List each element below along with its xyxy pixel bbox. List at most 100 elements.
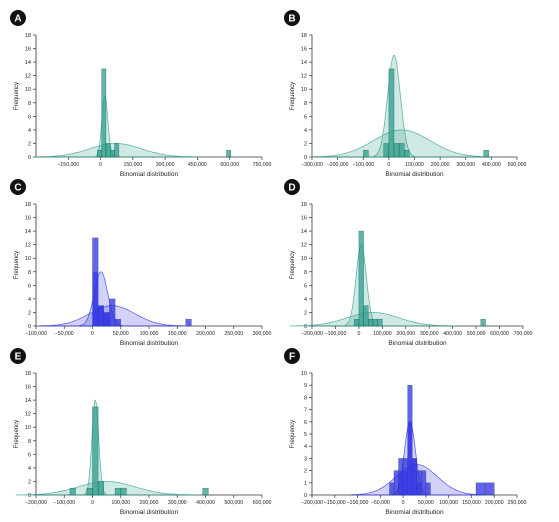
histogram-bar <box>97 481 105 496</box>
x-tick-label: −200,000 <box>301 331 323 337</box>
histogram-bar <box>475 482 486 496</box>
y-axis-label: Frequency <box>290 82 296 110</box>
histogram-bar <box>393 143 400 158</box>
y-tick-label: 5 <box>304 432 307 438</box>
x-tick-label: 0 <box>357 331 360 337</box>
x-tick-label: −100,000 <box>352 162 374 168</box>
panel-letter-badge: A <box>10 10 26 26</box>
x-tick-label: −50,000 <box>55 331 74 337</box>
y-tick-label: 8 <box>28 101 31 107</box>
histogram-bar <box>202 487 209 496</box>
x-tick-label: 100,000 <box>111 500 130 506</box>
y-tick-label: 10 <box>301 87 307 93</box>
x-tick-label: −100,000 <box>325 331 347 337</box>
y-tick-label: 8 <box>28 439 31 445</box>
histogram-bar <box>92 406 99 496</box>
histogram-bar <box>388 68 395 158</box>
x-tick-label: −150,000 <box>324 500 346 506</box>
x-tick-label: 700,000 <box>514 331 533 337</box>
histogram-bar <box>97 149 102 158</box>
x-tick-label: −100,000 <box>25 331 47 337</box>
y-tick-label: 0 <box>28 493 31 499</box>
panel-letter: D <box>288 183 295 194</box>
y-tick-label: 2 <box>28 310 31 316</box>
badge-circle <box>284 10 300 26</box>
y-tick-label: 0 <box>304 155 307 161</box>
histogram-bar <box>421 470 427 496</box>
x-tick-label: 250,000 <box>224 331 243 337</box>
panel-e: E 0 2 4 6 8 10 12 14 16 18 −200,000 −100,000 0 100,000… <box>10 348 271 516</box>
x-tick-label: 150,000 <box>168 331 187 337</box>
overlay-bar <box>403 470 408 495</box>
x-tick-label: 200,000 <box>140 500 159 506</box>
x-tick-label: −150,000 <box>57 162 79 168</box>
y-tick-label: 10 <box>25 87 31 93</box>
y-axis-label: Frequency <box>14 420 20 448</box>
x-axis-label: Binomial distribution <box>120 340 179 347</box>
x-tick-label: 500,000 <box>508 162 527 168</box>
x-tick-label: 300,000 <box>156 162 175 168</box>
x-axis-label: Binomial distribution <box>120 171 179 178</box>
y-tick-label: 2 <box>304 469 307 475</box>
y-tick-label: 3 <box>304 456 307 462</box>
y-tick-label: 2 <box>28 479 31 485</box>
histogram-bar <box>398 143 405 158</box>
y-tick-label: 14 <box>301 229 307 235</box>
y-tick-label: 18 <box>301 202 307 208</box>
panel-a: A 0 2 4 6 8 10 12 14 16 18 −150,000 0 150,000 300,000 4… <box>10 10 271 178</box>
histogram-bar <box>358 230 364 327</box>
y-tick-label: 4 <box>304 128 307 134</box>
x-tick-label: 150,000 <box>123 162 142 168</box>
x-tick-label: 750,000 <box>253 162 272 168</box>
histogram-bar <box>483 149 490 158</box>
panel-letter: C <box>14 183 21 194</box>
y-tick-label: 16 <box>25 216 31 222</box>
y-tick-label: 4 <box>28 128 31 134</box>
x-tick-label: 200,000 <box>396 331 415 337</box>
histogram-bar <box>101 68 107 158</box>
y-tick-label: 16 <box>25 47 31 53</box>
x-axis-label: Binomial distribution <box>385 171 444 178</box>
badge-circle <box>10 348 26 364</box>
histogram-bar <box>480 318 486 327</box>
badge-circle <box>10 10 26 26</box>
overlay-bar <box>407 421 413 495</box>
x-tick-label: 600,000 <box>220 162 239 168</box>
histogram-bar <box>363 149 369 158</box>
panel-f: F 0 1 2 3 4 5 6 7 8 9 10 −200,000 −150,000 −100,000 −50… <box>284 348 526 516</box>
y-tick-label: 0 <box>28 324 31 330</box>
x-tick-label: 0 <box>91 500 94 506</box>
histogram-bar <box>109 298 116 327</box>
x-tick-label: 400,000 <box>443 331 462 337</box>
y-axis-label: Frequency <box>14 251 20 279</box>
y-tick-label: 14 <box>25 398 31 404</box>
y-axis-label: Frequency <box>14 82 20 110</box>
histogram-bar <box>377 318 383 327</box>
y-tick-label: 6 <box>304 283 307 289</box>
histogram-bar <box>484 482 495 496</box>
x-tick-label: −100,000 <box>53 500 75 506</box>
y-tick-label: 10 <box>25 425 31 431</box>
x-tick-label: 100,000 <box>373 331 392 337</box>
badge-circle <box>10 179 26 195</box>
x-tick-label: 600,000 <box>490 331 509 337</box>
histogram-bar <box>393 470 399 496</box>
y-tick-label: 6 <box>28 283 31 289</box>
y-tick-label: 7 <box>304 408 307 414</box>
y-tick-label: 6 <box>28 114 31 120</box>
y-tick-label: 14 <box>25 60 31 66</box>
y-axis-label: Frequency <box>290 251 296 279</box>
y-tick-label: 8 <box>304 270 307 276</box>
overlay-bar <box>103 312 110 326</box>
y-tick-label: 18 <box>25 33 31 39</box>
histogram-bar <box>120 487 127 496</box>
x-tick-label: 0 <box>91 331 94 337</box>
y-tick-label: 16 <box>301 216 307 222</box>
y-tick-label: 2 <box>304 310 307 316</box>
panel-letter: E <box>15 352 22 363</box>
y-tick-label: 18 <box>301 33 307 39</box>
y-tick-label: 16 <box>25 385 31 391</box>
histogram-bar <box>86 487 93 496</box>
x-tick-label: −200,000 <box>301 500 323 506</box>
